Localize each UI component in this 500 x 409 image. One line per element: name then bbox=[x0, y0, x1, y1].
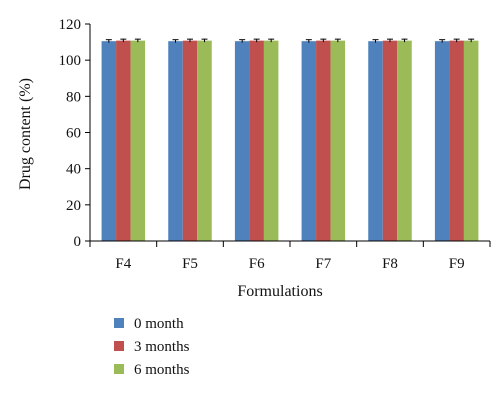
bar-f6-series-3 bbox=[263, 40, 279, 242]
x-tick-label: F9 bbox=[449, 256, 465, 272]
bar-f6-series-1 bbox=[234, 41, 250, 241]
x-axis-title: Formulations bbox=[237, 283, 322, 300]
legend-label-series-1: 0 month bbox=[134, 316, 184, 332]
legend-label-series-3: 6 months bbox=[134, 362, 190, 378]
bar-f4-series-2 bbox=[116, 40, 131, 242]
bar-group bbox=[101, 38, 479, 242]
bar-f5-series-2 bbox=[182, 40, 198, 242]
bar-f9-series-3 bbox=[463, 40, 479, 242]
bar-f5-series-3 bbox=[197, 40, 212, 242]
y-tick-label: 0 bbox=[74, 234, 82, 250]
x-tick-label: F5 bbox=[182, 256, 198, 272]
legend-swatch-series-1 bbox=[114, 318, 124, 328]
legend-swatch-series-3 bbox=[114, 364, 124, 374]
y-tick-label: 60 bbox=[66, 126, 81, 142]
x-tick-label: F6 bbox=[249, 256, 265, 272]
x-axis-ticks: F4 F5 F6 F7 F8 F9 bbox=[89, 241, 491, 272]
bar-f9-series-1 bbox=[434, 41, 450, 241]
legend-swatch-series-2 bbox=[114, 341, 124, 351]
axes bbox=[89, 24, 490, 242]
bar-f8-series-3 bbox=[397, 40, 412, 242]
bar-f5-series-1 bbox=[168, 41, 183, 241]
bar-f7-series-3 bbox=[330, 40, 346, 242]
bar-f7-series-1 bbox=[301, 41, 317, 241]
bar-f8-series-2 bbox=[382, 40, 398, 242]
x-tick-label: F8 bbox=[382, 256, 398, 272]
bar-f4-series-1 bbox=[101, 41, 117, 241]
y-tick-label: 100 bbox=[59, 53, 82, 69]
bar-f8-series-1 bbox=[368, 41, 383, 241]
bar-f7-series-2 bbox=[316, 40, 331, 242]
y-tick-label: 40 bbox=[66, 162, 81, 178]
legend: 0 month 3 months 6 months bbox=[114, 316, 190, 378]
y-tick-label: 20 bbox=[66, 198, 81, 214]
y-tick-label: 80 bbox=[66, 89, 81, 105]
legend-label-series-2: 3 months bbox=[134, 339, 190, 355]
y-axis-title: Drug content (%) bbox=[17, 78, 34, 190]
x-tick-label: F4 bbox=[115, 256, 131, 272]
bar-f9-series-2 bbox=[449, 40, 464, 242]
x-tick-label: F7 bbox=[315, 256, 331, 272]
bar-f6-series-2 bbox=[249, 40, 264, 242]
y-tick-label: 120 bbox=[59, 17, 82, 33]
bar-f4-series-3 bbox=[130, 40, 146, 242]
y-axis-ticks: 0 20 40 60 80 100 120 bbox=[59, 17, 90, 250]
